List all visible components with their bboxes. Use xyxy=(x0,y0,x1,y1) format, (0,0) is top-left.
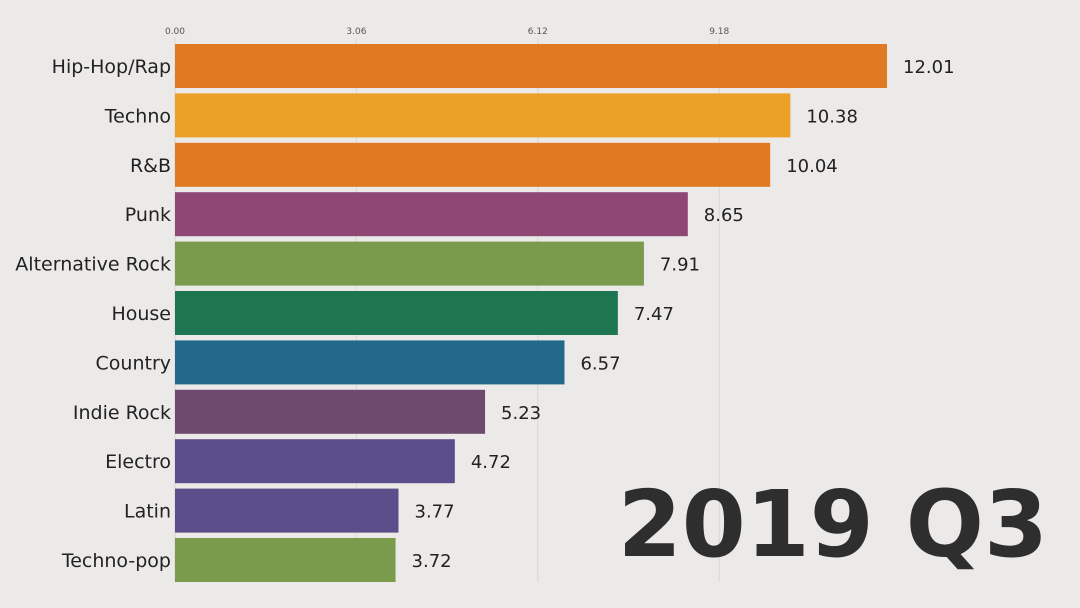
x-tick-label: 3.06 xyxy=(346,27,366,37)
x-tick-label: 6.12 xyxy=(528,27,548,37)
category-label: Latin xyxy=(124,501,171,523)
category-label: R&B xyxy=(130,155,171,177)
x-axis-ticks: 0.00 3.06 6.12 9.18 xyxy=(165,27,730,37)
category-label: House xyxy=(111,303,171,325)
value-label: 4.72 xyxy=(471,452,511,473)
period-label: 2019 Q3 xyxy=(618,471,1048,578)
category-label: Techno-pop xyxy=(61,550,171,572)
bar xyxy=(175,241,644,286)
value-label: 8.65 xyxy=(704,205,744,226)
category-label: Electro xyxy=(105,451,171,473)
bar xyxy=(175,439,455,484)
value-label: 5.23 xyxy=(501,403,541,424)
category-label: Techno xyxy=(104,105,171,127)
category-label: Hip-Hop/Rap xyxy=(52,56,171,78)
bar xyxy=(175,291,618,335)
bar xyxy=(175,488,399,533)
value-label: 10.04 xyxy=(786,156,838,177)
value-label: 3.72 xyxy=(412,551,452,572)
value-label: 12.01 xyxy=(903,57,955,78)
category-label: Punk xyxy=(125,204,171,226)
value-label: 10.38 xyxy=(806,106,858,127)
bar xyxy=(175,389,486,434)
value-labels: 12.01 10.38 10.04 8.65 7.91 7.47 6.57 5.23 4.72 3… xyxy=(412,57,955,572)
x-tick-label: 0.00 xyxy=(165,27,185,37)
value-label: 6.57 xyxy=(580,353,620,374)
value-label: 7.91 xyxy=(660,255,700,276)
value-label: 7.47 xyxy=(634,304,674,325)
bar xyxy=(175,538,396,582)
value-label: 3.77 xyxy=(415,502,455,523)
bars xyxy=(175,44,887,582)
bar xyxy=(175,340,565,385)
x-tick-label: 9.18 xyxy=(709,27,729,37)
bar xyxy=(175,142,771,187)
bar xyxy=(175,192,688,237)
bar xyxy=(175,93,791,138)
category-label: Alternative Rock xyxy=(15,254,171,276)
category-labels: Hip-Hop/Rap Techno R&B Punk Alternative Rock… xyxy=(15,56,171,572)
bar xyxy=(175,44,887,88)
category-label: Country xyxy=(96,352,171,374)
category-label: Indie Rock xyxy=(73,402,171,424)
